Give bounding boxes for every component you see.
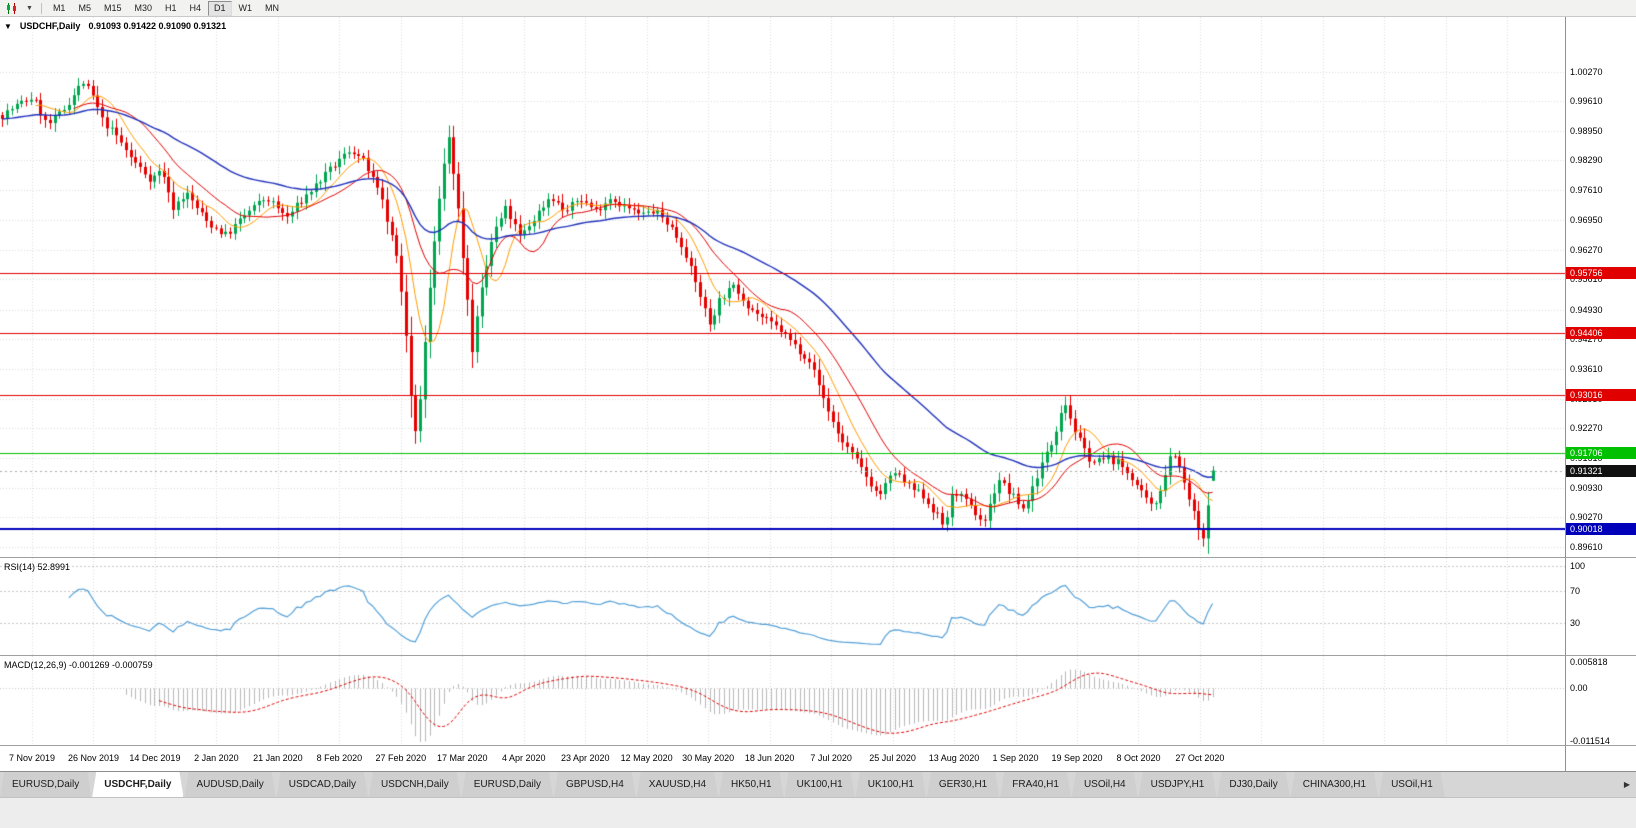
chart-type-dropdown-caret-icon[interactable]: ▼ bbox=[26, 4, 33, 12]
chart-tab[interactable]: XAUUSD,H4 bbox=[637, 772, 718, 797]
toolbar-separator bbox=[40, 2, 42, 14]
chart-tab[interactable]: CHINA300,H1 bbox=[1291, 772, 1378, 797]
price-axis-label: 1.00270 bbox=[1570, 66, 1603, 77]
tab-scroll-right-icon[interactable]: ▶ bbox=[1618, 772, 1636, 797]
date-axis-label: 2 Jan 2020 bbox=[194, 753, 239, 763]
chart-tab[interactable]: DJ30,Daily bbox=[1217, 772, 1289, 797]
chart-tab[interactable]: GER30,H1 bbox=[927, 772, 999, 797]
chart-tab[interactable]: USDJPY,H1 bbox=[1139, 772, 1217, 797]
rsi-axis-label: 70 bbox=[1570, 585, 1581, 596]
price-axis-label: 0.94270 bbox=[1570, 334, 1603, 345]
chart-symbol-timeframe: USDCHF,Daily bbox=[19, 21, 81, 31]
date-axis-label: 7 Jul 2020 bbox=[810, 753, 852, 763]
date-axis-label: 13 Aug 2020 bbox=[928, 753, 980, 763]
timeframe-button[interactable]: M5 bbox=[72, 1, 97, 16]
price-axis-label: 0.89610 bbox=[1570, 541, 1603, 552]
chart-tab[interactable]: USOil,H1 bbox=[1379, 772, 1445, 797]
date-axis[interactable]: 7 Nov 2019 26 Nov 2019 14 Dec 2019 2 Jan 20… bbox=[0, 746, 1565, 771]
timeframe-button[interactable]: W1 bbox=[233, 1, 259, 16]
price-axis-label: 0.93610 bbox=[1570, 363, 1603, 374]
price-axis-label: 0.99610 bbox=[1570, 96, 1603, 107]
date-axis-label: 17 Mar 2020 bbox=[437, 753, 488, 763]
rsi-axis-label: 100 bbox=[1570, 561, 1586, 571]
price-line-tag: 0.95756 bbox=[1566, 266, 1636, 279]
date-axis-label: 18 Jun 2020 bbox=[744, 753, 795, 763]
price-axis-label: 0.90930 bbox=[1570, 483, 1603, 494]
timeframe-button[interactable]: H1 bbox=[159, 1, 183, 16]
date-axis-label: 7 Nov 2019 bbox=[8, 753, 56, 763]
timeframe-button[interactable]: H4 bbox=[184, 1, 208, 16]
chart-tab-bar: EURUSD,Daily USDCHF,Daily AUDUSD,Daily USDC… bbox=[0, 771, 1636, 797]
macd-indicator-label: MACD(12,26,9) -0.001269 -0.000759 bbox=[4, 660, 153, 670]
date-axis-label: 19 Sep 2020 bbox=[1051, 753, 1103, 763]
price-axis-label: 0.96950 bbox=[1570, 214, 1603, 225]
date-axis-label: 21 Jan 2020 bbox=[253, 753, 303, 763]
chart-ohlc-values: 0.91093 0.91422 0.91090 0.91321 bbox=[88, 21, 227, 31]
price-axis[interactable]: 1.00270 0.99610 0.98950 0.98290 0.97610 0.969… bbox=[1565, 17, 1636, 771]
date-axis-label: 23 Apr 2020 bbox=[560, 753, 610, 763]
chart-tab[interactable]: USDCNH,Daily bbox=[369, 772, 461, 797]
chart-tab[interactable]: EURUSD,Daily bbox=[462, 772, 553, 797]
macd-axis-label: -0.011514 bbox=[1570, 736, 1610, 746]
date-axis-label: 8 Feb 2020 bbox=[316, 753, 363, 763]
timeframe-button[interactable]: MN bbox=[259, 1, 285, 16]
chart-tab[interactable]: GBPUSD,H4 bbox=[554, 772, 636, 797]
date-axis-label: 27 Feb 2020 bbox=[375, 753, 427, 763]
macd-axis-label: 0.005818 bbox=[1570, 657, 1608, 667]
price-axis-label: 0.98290 bbox=[1570, 155, 1603, 166]
macd-panel-canvas[interactable] bbox=[0, 656, 1565, 746]
panel-separator[interactable] bbox=[0, 655, 1636, 656]
date-axis-label: 8 Oct 2020 bbox=[1116, 753, 1161, 763]
rsi-panel-canvas[interactable] bbox=[0, 558, 1565, 656]
chart-tab[interactable]: FRA40,H1 bbox=[1000, 772, 1071, 797]
chart-tab[interactable]: AUDUSD,Daily bbox=[184, 772, 275, 797]
chart-tab[interactable]: UK100,H1 bbox=[856, 772, 926, 797]
date-axis-label: 1 Sep 2020 bbox=[992, 753, 1039, 763]
timeframe-button[interactable]: M1 bbox=[47, 1, 72, 16]
rsi-axis-label: 30 bbox=[1570, 618, 1581, 629]
date-axis-label: 12 May 2020 bbox=[620, 753, 673, 763]
price-axis-label: 0.90270 bbox=[1570, 512, 1603, 523]
chart-type-icon[interactable] bbox=[3, 1, 22, 16]
panel-separator[interactable] bbox=[0, 745, 1636, 746]
price-chart-canvas[interactable] bbox=[0, 17, 1565, 558]
timeframe-button[interactable]: M30 bbox=[128, 1, 158, 16]
timeframe-button[interactable]: D1 bbox=[208, 0, 232, 16]
chart-tab[interactable]: EURUSD,Daily bbox=[0, 772, 91, 797]
chart-title: ▼ USDCHF,Daily 0.91093 0.91422 0.91090 0… bbox=[4, 21, 226, 31]
date-axis-label: 4 Apr 2020 bbox=[501, 753, 546, 763]
price-axis-label: 0.98950 bbox=[1570, 125, 1603, 136]
chart-tab[interactable]: HK50,H1 bbox=[719, 772, 784, 797]
price-line-tag: 0.90018 bbox=[1566, 522, 1636, 535]
timeframe-toolbar: ▼ M1 M5 M15 M30 H1 H4 D1 W1 MN bbox=[0, 0, 1636, 17]
date-axis-label: 30 May 2020 bbox=[682, 753, 735, 763]
date-axis-label: 27 Oct 2020 bbox=[1175, 753, 1225, 763]
date-axis-label: 26 Nov 2019 bbox=[67, 753, 119, 763]
macd-axis-label: 0.00 bbox=[1570, 682, 1588, 693]
chart-tab[interactable]: USDCAD,Daily bbox=[277, 772, 368, 797]
chart-tab[interactable]: USDCHF,Daily bbox=[92, 772, 183, 797]
panel-separator[interactable] bbox=[0, 557, 1636, 558]
price-line-tag: 0.91706 bbox=[1566, 447, 1636, 460]
chart-tab[interactable]: USOil,H4 bbox=[1072, 772, 1138, 797]
price-line-tag: 0.93016 bbox=[1566, 389, 1636, 402]
timeframe-button[interactable]: M15 bbox=[98, 1, 128, 16]
price-axis-label: 0.94930 bbox=[1570, 304, 1603, 315]
date-axis-label: 14 Dec 2019 bbox=[129, 753, 181, 763]
price-axis-label: 0.95610 bbox=[1570, 274, 1603, 285]
rsi-indicator-label: RSI(14) 52.8991 bbox=[4, 562, 71, 572]
price-axis-label: 0.92270 bbox=[1570, 423, 1603, 434]
status-bar bbox=[0, 797, 1636, 828]
date-axis-label: 25 Jul 2020 bbox=[869, 753, 916, 763]
timeframe-buttons: M1 M5 M15 M30 H1 H4 D1 W1 MN bbox=[47, 0, 285, 16]
chart-tab[interactable]: UK100,H1 bbox=[785, 772, 855, 797]
current-price-tag: 0.91321 bbox=[1566, 464, 1636, 477]
symbol-dropdown-icon[interactable]: ▼ bbox=[4, 21, 12, 31]
price-axis-label: 0.96270 bbox=[1570, 245, 1603, 256]
price-line-tag: 0.94406 bbox=[1566, 327, 1636, 340]
price-axis-label: 0.97610 bbox=[1570, 185, 1603, 196]
